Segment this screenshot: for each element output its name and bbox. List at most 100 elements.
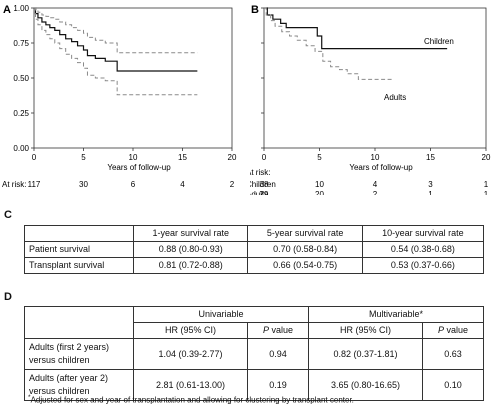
at-risk-label: At risk: — [250, 168, 270, 177]
plot-frame — [263, 7, 487, 149]
at-risk-count: 1 — [484, 190, 489, 195]
at-risk-count: 117 — [28, 180, 41, 189]
at-risk-count: 4 — [180, 180, 185, 189]
table-header-cell: P value — [422, 322, 484, 339]
table-cell: 3.65 (0.80-16.65) — [308, 369, 423, 401]
table-header-cell: 5-year survival rate — [247, 225, 363, 242]
table-cell: 2.81 (0.61-13.00) — [133, 369, 248, 401]
x-axis-label: Years of follow-up — [349, 163, 413, 172]
hazard-table: Univariable Multivariable* HR (95% CI) P… — [24, 306, 484, 401]
table-header-row: HR (95% CI) P value HR (95% CI) P value — [24, 322, 484, 339]
table-row: Adults (after year 2) versus children 2.8… — [24, 369, 484, 401]
chart-b: B 0 5 10 15 20 Years of follow-up At risk: Chil… — [250, 4, 491, 195]
table-header-cell: P value — [247, 322, 309, 339]
plot-frame — [33, 7, 233, 149]
p-symbol: P — [262, 325, 269, 335]
x-tick-label: 5 — [317, 153, 322, 162]
row-label-line: Adults (after year 2) — [29, 373, 109, 383]
km-curve-0 — [34, 7, 198, 72]
table-cell: 0.10 — [422, 369, 484, 401]
at-risk-count: 10 — [315, 180, 324, 189]
at-risk-count: 1 — [484, 180, 489, 189]
x-tick-label: 10 — [371, 153, 380, 162]
row-label-line: Adults (first 2 years) — [29, 342, 110, 352]
table-group-header-row: Univariable Multivariable* — [24, 306, 484, 323]
table-header-cell: 1-year survival rate — [132, 225, 249, 242]
x-tick-label: 15 — [178, 153, 187, 162]
at-risk-count: 20 — [315, 190, 324, 195]
table-row: Adults (first 2 years) versus children 1.… — [24, 338, 484, 370]
series-label-adults: Adults — [384, 93, 406, 102]
y-tick-label: 1.00 — [13, 4, 29, 13]
table-cell: 0.19 — [247, 369, 309, 401]
table-cell: Adults (after year 2) versus children — [24, 369, 134, 401]
at-risk-count: 4 — [373, 180, 378, 189]
table-cell: Transplant survival — [24, 257, 134, 274]
table-cell: 0.70 (0.58-0.84) — [247, 241, 363, 258]
table-row: Patient survival 0.88 (0.80-0.93) 0.70 (… — [24, 241, 485, 258]
y-tick-label: 0.00 — [13, 144, 29, 153]
table-header-row: 1-year survival rate 5-year survival rat… — [24, 225, 485, 242]
table-header-cell — [24, 306, 134, 323]
panel-c-label: C — [4, 209, 12, 221]
series-children-line — [264, 7, 448, 50]
table-cell: 0.81 (0.72-0.88) — [132, 257, 249, 274]
at-risk-group-label: Children — [250, 180, 276, 189]
x-tick-label: 20 — [228, 153, 237, 162]
x-tick-label: 0 — [262, 153, 267, 162]
value-word: value — [271, 325, 294, 335]
footnote-text: Adjusted for sex and year of transplanta… — [30, 395, 354, 405]
table-header-cell: HR (95% CI) — [308, 322, 423, 339]
table-cell: 1.04 (0.39-2.77) — [133, 338, 248, 370]
value-word: value — [446, 325, 469, 335]
series-label-children: Children — [424, 37, 454, 46]
at-risk-count: 79 — [260, 190, 269, 195]
at-risk-count: 38 — [260, 180, 269, 189]
series-adults-line — [264, 7, 392, 80]
panel-d-label: D — [4, 291, 12, 303]
table-cell: 0.88 (0.80-0.93) — [132, 241, 249, 258]
table-group-header: Univariable — [133, 306, 309, 323]
x-tick-label: 15 — [426, 153, 435, 162]
table-header-cell — [24, 322, 134, 339]
table-row: Transplant survival 0.81 (0.72-0.88) 0.6… — [24, 257, 485, 274]
table-cell: 0.94 — [247, 338, 309, 370]
table-cell: 0.54 (0.38-0.68) — [361, 241, 485, 258]
table-header-cell — [24, 225, 134, 242]
at-risk-count: 2 — [230, 180, 235, 189]
at-risk-count: 6 — [131, 180, 136, 189]
y-tick-label: 0.25 — [13, 109, 29, 118]
table-cell: 0.66 (0.54-0.75) — [247, 257, 363, 274]
panel-a-label: A — [3, 4, 11, 16]
x-tick-label: 10 — [129, 153, 138, 162]
chart-a: A 0.00 0.25 0.50 0.75 1.00 0 5 10 15 20 Years of f… — [2, 4, 237, 189]
x-tick-label: 5 — [81, 153, 86, 162]
table-cell: 0.82 (0.37-1.81) — [308, 338, 423, 370]
at-risk-label: At risk: — [2, 180, 26, 189]
at-risk-count: 30 — [79, 180, 88, 189]
chart-a-plot: 0.00 0.25 0.50 0.75 1.00 0 5 10 15 20 Years of fol… — [2, 4, 237, 189]
table-header-cell: 10-year survival rate — [361, 225, 485, 242]
table-header-cell: HR (95% CI) — [133, 322, 248, 339]
footnote-mark: * — [28, 394, 31, 401]
x-axis-label: Years of follow-up — [107, 163, 171, 172]
table-cell: Adults (first 2 years) versus children — [24, 338, 134, 370]
km-curve-1 — [34, 7, 198, 54]
at-risk-group-label: Adults — [250, 190, 268, 195]
row-label-line: versus children — [29, 386, 90, 396]
at-risk-count: 3 — [428, 180, 433, 189]
at-risk-count: 2 — [373, 190, 378, 195]
y-tick-label: 0.50 — [13, 74, 29, 83]
p-symbol: P — [437, 325, 444, 335]
row-label-line: versus children — [29, 355, 90, 365]
table-cell: Patient survival — [24, 241, 134, 258]
x-tick-label: 0 — [32, 153, 37, 162]
table-cell: 0.63 — [422, 338, 484, 370]
km-curve-2 — [34, 7, 198, 96]
panel-b-label: B — [251, 4, 259, 16]
table-cell: 0.53 (0.37-0.66) — [361, 257, 485, 274]
chart-b-plot: 0 5 10 15 20 Years of follow-up At risk: Childr… — [250, 7, 491, 195]
survival-table: 1-year survival rate 5-year survival rat… — [24, 225, 485, 274]
y-tick-label: 0.75 — [13, 39, 29, 48]
footnote: *Adjusted for sex and year of transplant… — [28, 394, 354, 405]
